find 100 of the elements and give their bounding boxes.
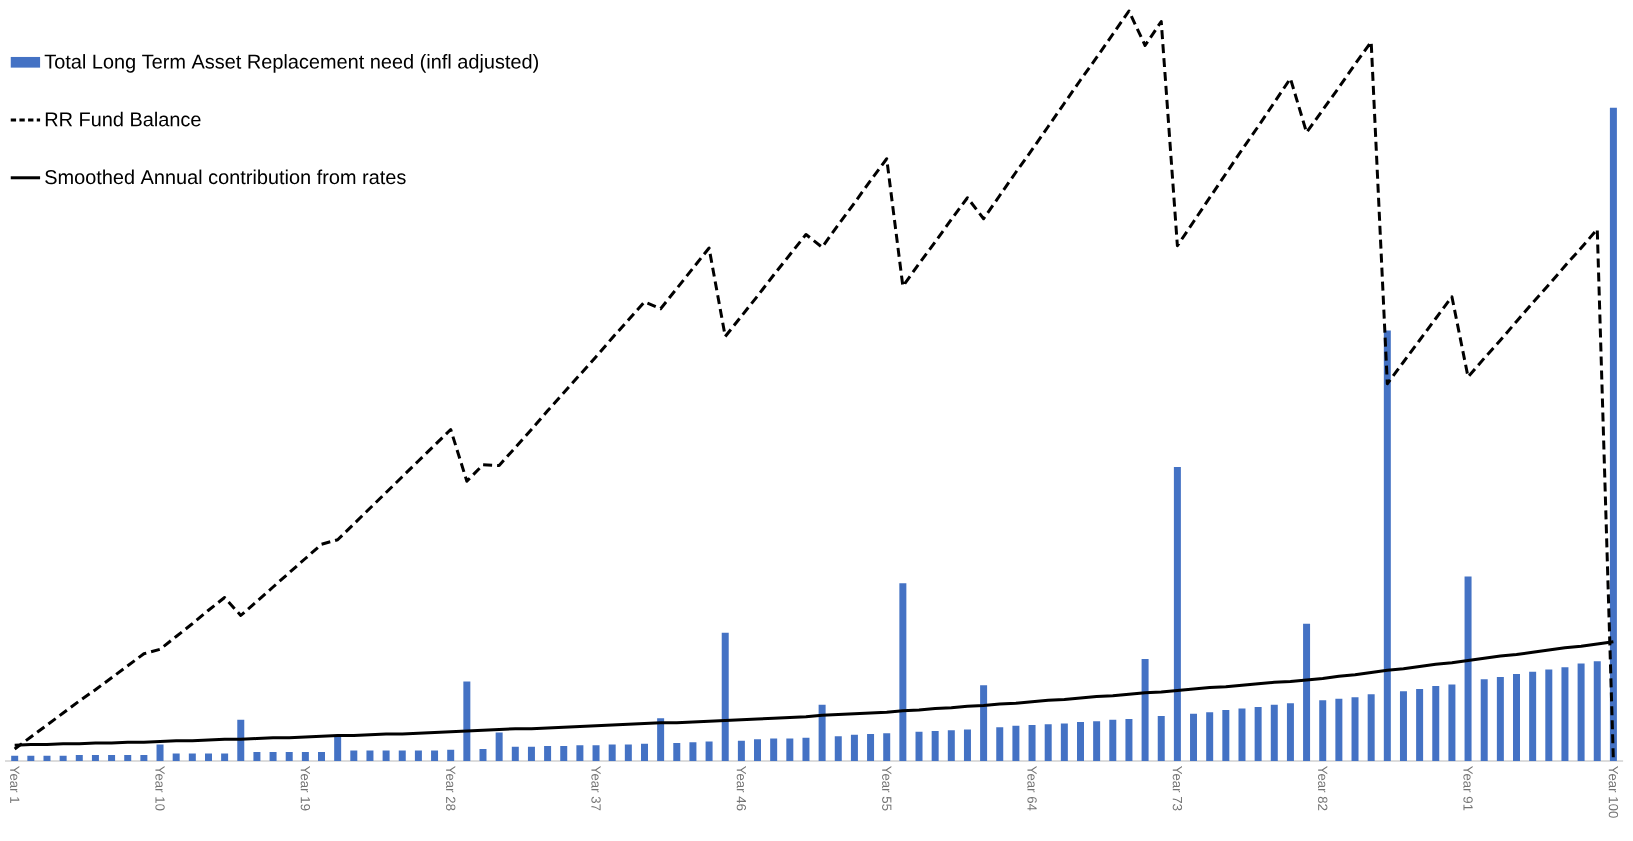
bar bbox=[1125, 719, 1133, 761]
bar bbox=[301, 752, 309, 761]
bar bbox=[657, 718, 665, 761]
x-tick-label: Year 19 bbox=[300, 765, 311, 811]
bar bbox=[27, 755, 35, 761]
bar bbox=[43, 755, 51, 761]
bar bbox=[1561, 667, 1569, 761]
bar bbox=[318, 752, 326, 761]
bar bbox=[1480, 679, 1488, 761]
bar bbox=[1319, 700, 1327, 761]
bar bbox=[285, 752, 293, 761]
x-tick-label: Year 91 bbox=[1463, 765, 1473, 811]
bar bbox=[1448, 684, 1456, 761]
bar bbox=[431, 750, 439, 761]
bar bbox=[1303, 623, 1311, 761]
bar bbox=[544, 746, 552, 761]
bar bbox=[850, 734, 858, 761]
bar bbox=[673, 743, 681, 761]
x-tick-label: Year 37 bbox=[591, 765, 601, 811]
bar bbox=[1044, 724, 1052, 761]
bar bbox=[689, 742, 697, 761]
x-tick-label: Year 46 bbox=[736, 765, 747, 811]
x-tick-label: Year 64 bbox=[1027, 765, 1037, 811]
bar bbox=[1609, 107, 1617, 761]
bar bbox=[156, 744, 164, 761]
bar bbox=[1173, 466, 1181, 761]
bar bbox=[1076, 722, 1084, 761]
bar bbox=[770, 738, 778, 761]
bar bbox=[334, 737, 342, 761]
bar bbox=[91, 755, 99, 761]
bar bbox=[1496, 677, 1504, 761]
bar bbox=[1206, 712, 1214, 761]
bar bbox=[1141, 659, 1149, 761]
bar bbox=[382, 750, 390, 761]
bar bbox=[172, 753, 180, 761]
bar bbox=[1060, 723, 1068, 761]
bar bbox=[75, 755, 83, 761]
bar bbox=[1270, 704, 1278, 761]
bar bbox=[1254, 707, 1262, 761]
bar bbox=[1190, 713, 1198, 761]
legend-label: Smoothed Annual contribution from rates bbox=[45, 169, 406, 185]
bar bbox=[495, 732, 503, 761]
bar bbox=[576, 745, 584, 761]
bar bbox=[479, 749, 487, 761]
bar bbox=[1238, 708, 1246, 761]
x-tick-label: Year 73 bbox=[1172, 765, 1183, 811]
bar bbox=[188, 753, 196, 761]
bar bbox=[947, 730, 955, 761]
bar bbox=[1286, 703, 1294, 761]
bar bbox=[931, 731, 939, 761]
bar bbox=[1545, 669, 1553, 761]
bar bbox=[1432, 686, 1440, 761]
x-tick-label: Year 28 bbox=[446, 765, 456, 811]
bar bbox=[786, 738, 794, 761]
bar bbox=[350, 750, 358, 761]
bar bbox=[818, 704, 826, 761]
bar bbox=[1399, 691, 1407, 761]
legend-label: Total Long Term Asset Replacement need (infl adjusted) bbox=[44, 54, 539, 73]
bar bbox=[560, 746, 568, 761]
bar bbox=[640, 743, 648, 761]
x-tick-label: Year 1 bbox=[10, 765, 20, 803]
bar bbox=[1351, 697, 1359, 761]
bar bbox=[1335, 698, 1343, 761]
bar bbox=[1012, 725, 1020, 761]
bar bbox=[59, 755, 67, 761]
bar bbox=[834, 736, 842, 761]
bar bbox=[624, 744, 632, 761]
bar bbox=[221, 753, 229, 761]
bar bbox=[124, 755, 132, 761]
bar bbox=[463, 681, 471, 761]
bar bbox=[867, 734, 875, 761]
bar bbox=[1093, 721, 1101, 761]
bar bbox=[721, 632, 729, 761]
bar bbox=[996, 727, 1004, 761]
bar bbox=[398, 750, 406, 761]
bar bbox=[1464, 576, 1472, 761]
x-tick-label: Year 82 bbox=[1318, 765, 1328, 811]
bar bbox=[1383, 330, 1391, 761]
bar bbox=[592, 745, 600, 761]
bar bbox=[204, 753, 212, 761]
bar bbox=[527, 746, 535, 761]
bar bbox=[1513, 674, 1521, 761]
bar bbox=[1109, 719, 1117, 761]
bar bbox=[883, 733, 891, 761]
bar bbox=[366, 750, 374, 761]
bar bbox=[737, 740, 745, 761]
bar bbox=[1367, 694, 1375, 761]
bar bbox=[447, 749, 455, 761]
bar bbox=[899, 583, 907, 761]
bar bbox=[1222, 710, 1230, 761]
bar bbox=[963, 729, 971, 761]
x-tick-label: Year 55 bbox=[882, 765, 892, 811]
bar bbox=[140, 755, 148, 761]
bar bbox=[1593, 661, 1601, 761]
legend-label: RR Fund Balance bbox=[45, 111, 201, 127]
bar bbox=[705, 741, 713, 761]
bar bbox=[754, 739, 762, 761]
bar bbox=[253, 752, 261, 761]
bar bbox=[802, 737, 810, 761]
bar bbox=[414, 750, 422, 761]
